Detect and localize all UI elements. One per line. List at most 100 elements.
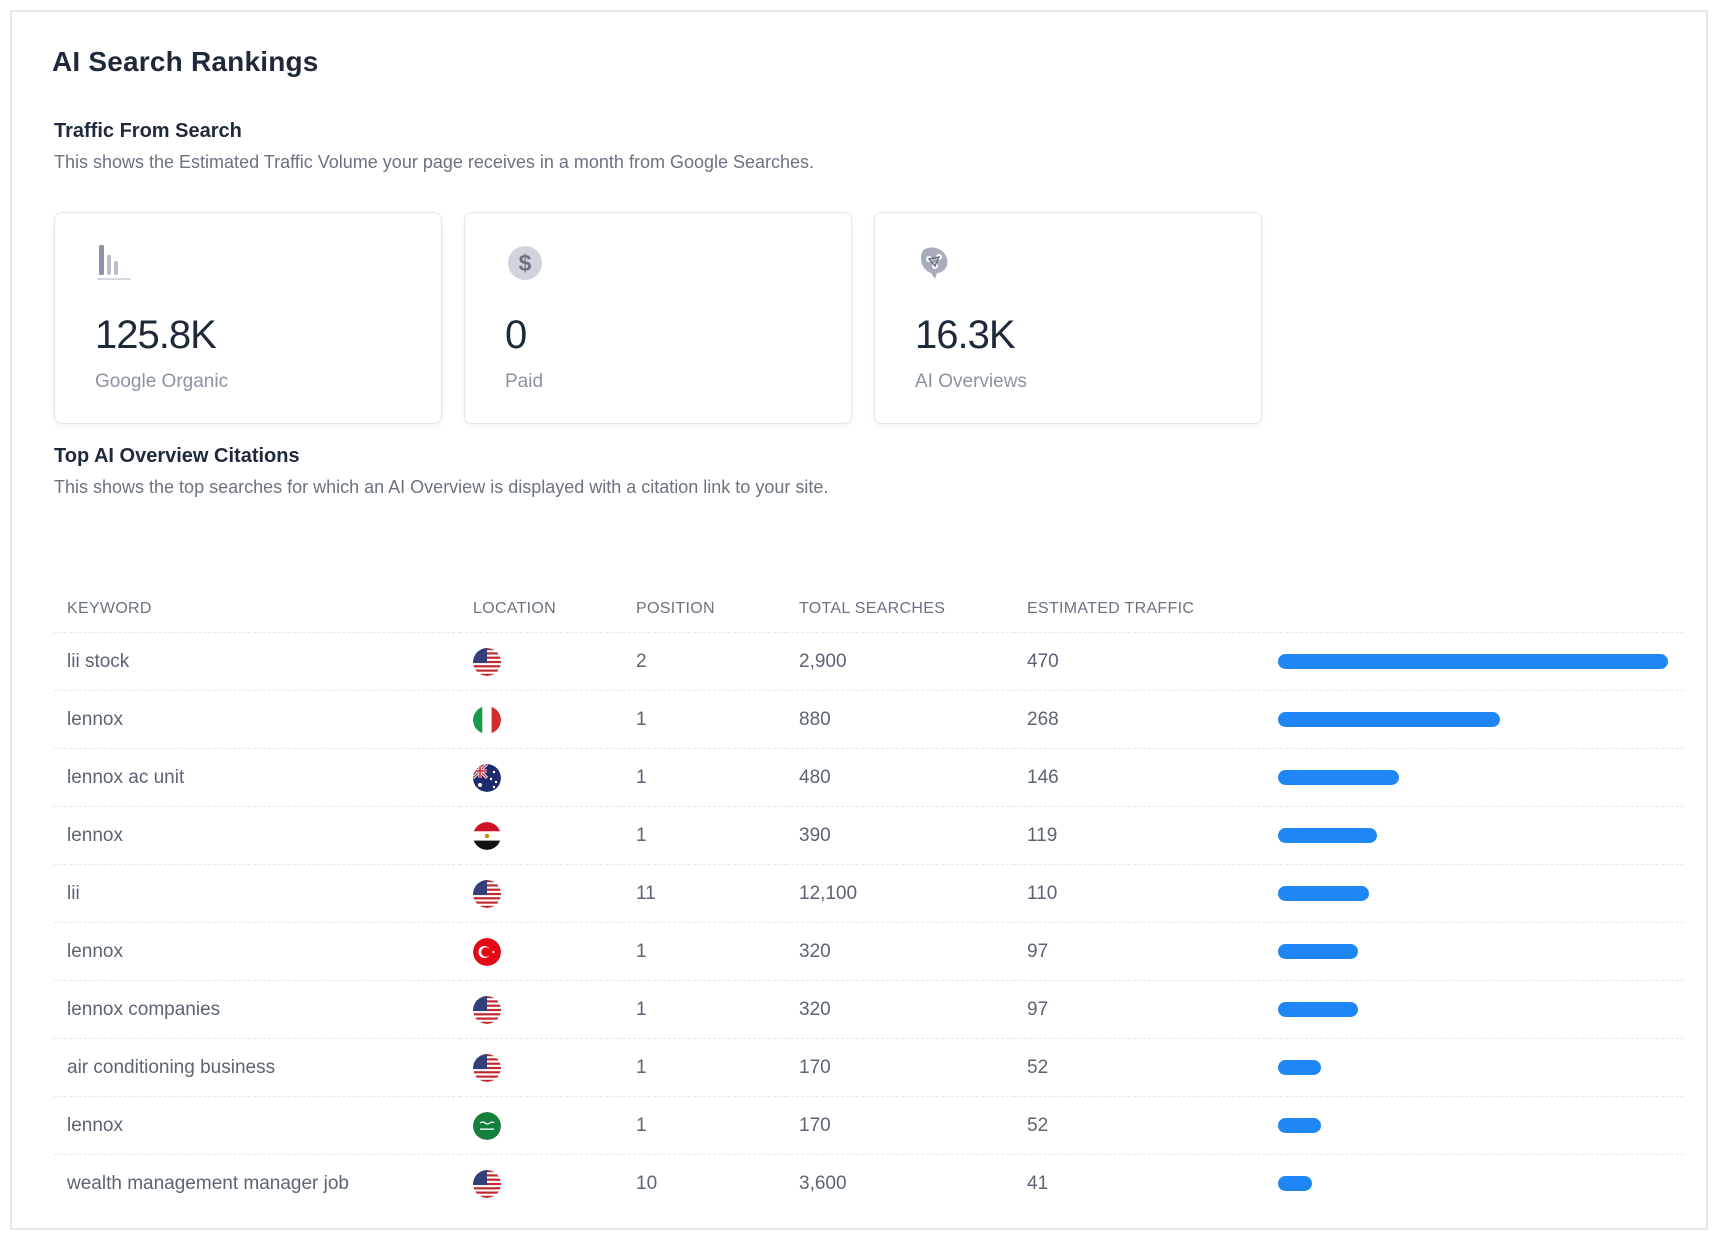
saudi-flag-icon bbox=[473, 1111, 623, 1140]
total-searches-cell: 3,600 bbox=[786, 1154, 1014, 1212]
location-cell bbox=[460, 806, 623, 865]
column-header-keyword[interactable]: KEYWORD bbox=[67, 600, 152, 617]
table-row: wealth management manager job 10 3,600 41 bbox=[54, 1154, 1684, 1212]
traffic-bar-cell bbox=[1265, 922, 1684, 981]
location-cell bbox=[460, 1096, 623, 1155]
keyword-cell: air conditioning business bbox=[54, 1038, 460, 1097]
column-header-position[interactable]: POSITION bbox=[636, 600, 715, 617]
estimated-traffic-cell: 52 bbox=[1014, 1096, 1265, 1155]
table-row: lennox 1 390 119 bbox=[54, 806, 1684, 865]
dollar-icon: $ bbox=[505, 243, 545, 283]
svg-text:$: $ bbox=[519, 250, 532, 276]
traffic-bar-track bbox=[1278, 654, 1668, 669]
estimated-traffic-cell: 470 bbox=[1014, 632, 1265, 691]
estimated-traffic-cell: 119 bbox=[1014, 806, 1265, 865]
column-header-traffic-bar bbox=[1265, 586, 1684, 633]
table-row: lennox ac unit 1 480 146 bbox=[54, 748, 1684, 807]
traffic-bar bbox=[1278, 1118, 1321, 1133]
citations-section-title: Top AI Overview Citations bbox=[54, 445, 300, 467]
position-cell: 2 bbox=[623, 632, 786, 691]
location-cell bbox=[460, 1038, 623, 1097]
total-searches-cell: 12,100 bbox=[786, 864, 1014, 923]
traffic-bar bbox=[1278, 712, 1500, 727]
traffic-bar-cell bbox=[1265, 864, 1684, 923]
paid-label: Paid bbox=[505, 371, 544, 392]
total-searches-cell: 320 bbox=[786, 922, 1014, 981]
traffic-bar-cell bbox=[1265, 1096, 1684, 1155]
column-header-location[interactable]: LOCATION bbox=[473, 600, 557, 617]
estimated-traffic-cell: 41 bbox=[1014, 1154, 1265, 1212]
traffic-bar-cell bbox=[1265, 1038, 1684, 1097]
traffic-bar-track bbox=[1278, 712, 1668, 727]
traffic-bar bbox=[1278, 944, 1358, 959]
australia-flag-icon bbox=[473, 763, 623, 792]
traffic-cards: 125.8K Google Organic $ 0 Paid bbox=[54, 212, 1262, 424]
traffic-bar-track bbox=[1278, 1176, 1668, 1191]
total-searches-cell: 170 bbox=[786, 1038, 1014, 1097]
table-row: lennox companies 1 320 97 bbox=[54, 980, 1684, 1039]
bar-chart-icon bbox=[95, 243, 135, 283]
keyword-cell: lennox companies bbox=[54, 980, 460, 1039]
estimated-traffic-cell: 97 bbox=[1014, 980, 1265, 1039]
traffic-bar-track bbox=[1278, 944, 1668, 959]
traffic-bar bbox=[1278, 770, 1399, 785]
table-header-row: KEYWORD LOCATION POSITION TOTAL SEARCHES… bbox=[54, 586, 1684, 633]
table-row: lii 11 12,100 110 bbox=[54, 864, 1684, 923]
location-cell bbox=[460, 632, 623, 691]
position-cell: 1 bbox=[623, 690, 786, 749]
traffic-bar-cell bbox=[1265, 806, 1684, 865]
egypt-flag-icon bbox=[473, 821, 623, 850]
position-cell: 1 bbox=[623, 748, 786, 807]
total-searches-cell: 390 bbox=[786, 806, 1014, 865]
us-flag-icon bbox=[473, 995, 623, 1024]
position-cell: 10 bbox=[623, 1154, 786, 1212]
traffic-bar-cell bbox=[1265, 632, 1684, 691]
traffic-bar bbox=[1278, 828, 1377, 843]
traffic-bar-track bbox=[1278, 828, 1668, 843]
page-title: AI Search Rankings bbox=[52, 46, 319, 77]
keyword-cell: lennox ac unit bbox=[54, 748, 460, 807]
estimated-traffic-cell: 52 bbox=[1014, 1038, 1265, 1097]
location-cell bbox=[460, 1154, 623, 1212]
location-cell bbox=[460, 690, 623, 749]
table-row: lii stock 2 2,900 470 bbox=[54, 632, 1684, 691]
total-searches-cell: 480 bbox=[786, 748, 1014, 807]
us-flag-icon bbox=[473, 879, 623, 908]
keyword-cell: lennox bbox=[54, 1096, 460, 1155]
location-cell bbox=[460, 922, 623, 981]
table-row: lennox 1 320 97 bbox=[54, 922, 1684, 981]
position-cell: 1 bbox=[623, 806, 786, 865]
position-cell: 1 bbox=[623, 1096, 786, 1155]
traffic-bar bbox=[1278, 1176, 1312, 1191]
ai-brain-icon bbox=[915, 243, 955, 283]
traffic-bar bbox=[1278, 1002, 1358, 1017]
google-organic-label: Google Organic bbox=[95, 371, 229, 392]
estimated-traffic-cell: 268 bbox=[1014, 690, 1265, 749]
estimated-traffic-cell: 110 bbox=[1014, 864, 1265, 923]
column-header-total-searches[interactable]: TOTAL SEARCHES bbox=[799, 600, 946, 617]
location-cell bbox=[460, 748, 623, 807]
position-cell: 1 bbox=[623, 980, 786, 1039]
total-searches-cell: 880 bbox=[786, 690, 1014, 749]
total-searches-cell: 170 bbox=[786, 1096, 1014, 1155]
traffic-bar bbox=[1278, 654, 1668, 669]
estimated-traffic-cell: 97 bbox=[1014, 922, 1265, 981]
keyword-cell: wealth management manager job bbox=[54, 1154, 460, 1212]
paid-card: $ 0 Paid bbox=[464, 212, 852, 424]
total-searches-cell: 320 bbox=[786, 980, 1014, 1039]
us-flag-icon bbox=[473, 1053, 623, 1082]
estimated-traffic-cell: 146 bbox=[1014, 748, 1265, 807]
traffic-bar-track bbox=[1278, 1060, 1668, 1075]
keyword-cell: lennox bbox=[54, 922, 460, 981]
traffic-bar-cell bbox=[1265, 748, 1684, 807]
column-header-estimated-traffic[interactable]: ESTIMATED TRAFFIC bbox=[1027, 600, 1195, 617]
traffic-bar-track bbox=[1278, 886, 1668, 901]
traffic-bar-track bbox=[1278, 1118, 1668, 1133]
ai-overviews-card: 16.3K AI Overviews bbox=[874, 212, 1262, 424]
position-cell: 1 bbox=[623, 1038, 786, 1097]
table-row: air conditioning business 1 170 52 bbox=[54, 1038, 1684, 1097]
total-searches-cell: 2,900 bbox=[786, 632, 1014, 691]
traffic-bar-track bbox=[1278, 1002, 1668, 1017]
citations-section-description: This shows the top searches for which an… bbox=[54, 477, 829, 497]
traffic-bar-cell bbox=[1265, 980, 1684, 1039]
